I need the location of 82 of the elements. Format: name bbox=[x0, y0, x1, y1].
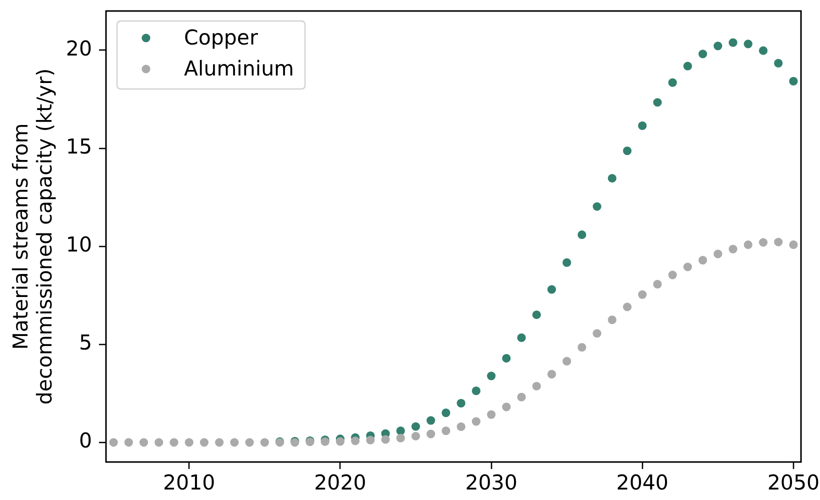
point bbox=[109, 438, 118, 447]
point bbox=[200, 438, 209, 447]
point bbox=[668, 78, 677, 87]
point bbox=[744, 40, 752, 48]
point bbox=[547, 285, 556, 294]
point bbox=[260, 438, 269, 447]
x-tick-label: 2030 bbox=[465, 470, 518, 495]
point bbox=[230, 438, 239, 447]
point bbox=[728, 244, 738, 254]
legend-label: Copper bbox=[184, 25, 258, 50]
point bbox=[789, 76, 798, 86]
x-tick-label: 2050 bbox=[767, 470, 820, 495]
point bbox=[592, 329, 602, 338]
x-tick-label: 2040 bbox=[616, 470, 668, 495]
y-tick-label: 5 bbox=[78, 330, 92, 355]
point bbox=[562, 258, 572, 267]
y-tick-label: 0 bbox=[78, 428, 92, 453]
point bbox=[124, 438, 133, 447]
y-tick-label: 10 bbox=[66, 232, 92, 257]
point bbox=[170, 438, 178, 447]
point bbox=[350, 436, 360, 446]
point bbox=[381, 435, 390, 444]
point bbox=[728, 38, 738, 47]
x-tick-label: 2020 bbox=[314, 470, 366, 495]
point bbox=[744, 240, 752, 250]
point bbox=[698, 50, 708, 58]
point bbox=[442, 426, 450, 436]
y-tick-label: 20 bbox=[66, 36, 92, 61]
point bbox=[215, 438, 224, 447]
point bbox=[411, 432, 420, 440]
point bbox=[486, 410, 496, 419]
point bbox=[456, 422, 466, 432]
point bbox=[683, 62, 692, 70]
point bbox=[638, 121, 647, 130]
point bbox=[502, 354, 511, 363]
point bbox=[472, 386, 480, 396]
point bbox=[622, 146, 632, 156]
point bbox=[714, 250, 722, 258]
point bbox=[608, 316, 616, 324]
point bbox=[714, 42, 722, 50]
point bbox=[789, 240, 798, 250]
point bbox=[426, 416, 436, 425]
point bbox=[547, 370, 556, 378]
point bbox=[758, 46, 768, 55]
point bbox=[653, 280, 662, 288]
point bbox=[366, 436, 375, 444]
y-tick-label: 15 bbox=[66, 134, 92, 159]
point bbox=[532, 382, 541, 390]
point bbox=[456, 398, 466, 408]
point bbox=[592, 202, 602, 211]
point bbox=[608, 174, 616, 183]
point bbox=[578, 342, 586, 352]
point bbox=[336, 437, 344, 446]
point bbox=[411, 422, 420, 431]
point bbox=[517, 392, 526, 402]
point bbox=[653, 98, 662, 107]
point bbox=[622, 302, 632, 312]
x-tick-label: 2010 bbox=[163, 470, 216, 495]
point bbox=[486, 372, 496, 380]
point bbox=[758, 238, 768, 247]
point bbox=[472, 417, 480, 426]
point bbox=[502, 402, 511, 412]
point bbox=[698, 256, 708, 265]
point bbox=[774, 238, 783, 246]
legend-label: Aluminium bbox=[184, 56, 294, 80]
y-axis-title: Material streams from decommissioned capacity (kt/yr) bbox=[8, 68, 56, 405]
point bbox=[154, 438, 164, 447]
point bbox=[245, 438, 254, 447]
point bbox=[396, 426, 405, 436]
point bbox=[442, 408, 450, 418]
point bbox=[426, 430, 436, 438]
point bbox=[578, 230, 586, 240]
point bbox=[774, 58, 783, 68]
point bbox=[139, 438, 148, 447]
point bbox=[532, 310, 541, 320]
point bbox=[638, 290, 647, 299]
point bbox=[562, 356, 572, 366]
point bbox=[683, 262, 692, 272]
point bbox=[517, 333, 526, 342]
point bbox=[184, 438, 194, 447]
point bbox=[668, 270, 677, 280]
point bbox=[396, 434, 405, 442]
